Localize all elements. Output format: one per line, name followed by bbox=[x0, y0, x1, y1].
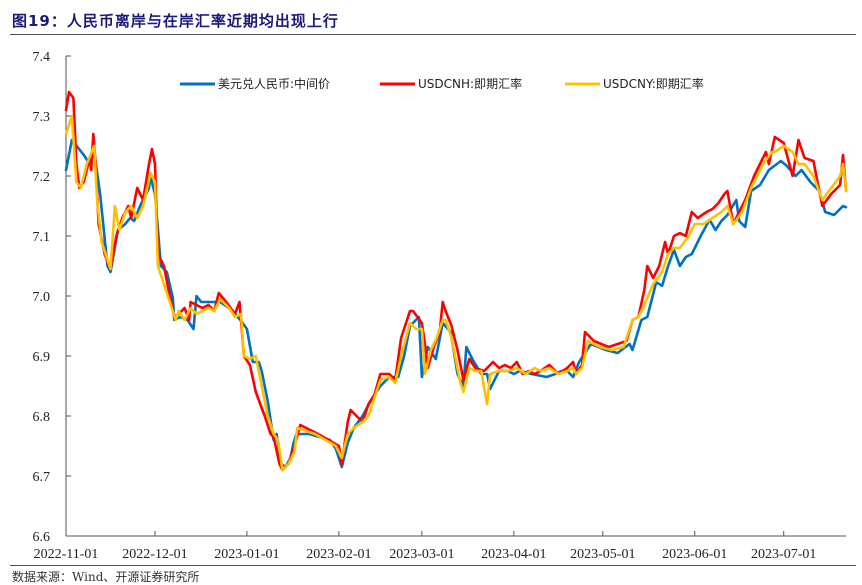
y-tick-label: 6.6 bbox=[33, 530, 51, 545]
y-tick-label: 6.8 bbox=[33, 410, 51, 425]
figure-title: 图19：人民币离岸与在岸汇率近期均出现上行 bbox=[12, 12, 339, 30]
series-lines bbox=[64, 90, 848, 472]
y-tick-label: 6.9 bbox=[33, 350, 51, 365]
x-tick-label: 2022-11-01 bbox=[34, 547, 99, 562]
x-tick-label: 2023-06-01 bbox=[662, 547, 727, 562]
legend: 美元兑人民币:中间价 USDCNH:即期汇率 USDCNY:即期汇率 bbox=[180, 76, 704, 91]
y-tick-label: 7.0 bbox=[33, 290, 51, 305]
data-source-note: 数据来源：Wind、开源证券研究所 bbox=[12, 570, 200, 584]
y-tick-label: 7.4 bbox=[33, 50, 51, 65]
legend-label-1: USDCNH:即期汇率 bbox=[418, 76, 522, 91]
source-divider bbox=[10, 565, 856, 566]
x-tick-label: 2023-07-01 bbox=[751, 547, 816, 562]
x-tick-label: 2023-03-01 bbox=[389, 547, 454, 562]
y-tick-label: 7.3 bbox=[33, 110, 51, 125]
x-tick-label: 2022-12-01 bbox=[122, 547, 187, 562]
x-tick-label: 2023-02-01 bbox=[306, 547, 371, 562]
series-line-2 bbox=[64, 114, 848, 472]
axes: 6.6 6.7 6.8 6.9 7.0 7.1 7.2 7.3 7.4 2022-11-01 202… bbox=[33, 50, 846, 562]
x-tick-label: 2023-05-01 bbox=[570, 547, 635, 562]
series-line-0 bbox=[64, 138, 848, 469]
legend-label-2: USDCNY:即期汇率 bbox=[603, 76, 704, 91]
y-tick-label: 6.7 bbox=[33, 470, 51, 485]
series-line-1 bbox=[64, 90, 848, 472]
x-tick-label: 2023-04-01 bbox=[481, 547, 546, 562]
x-tick-label: 2023-01-01 bbox=[214, 547, 279, 562]
y-tick-label: 7.2 bbox=[33, 170, 51, 185]
y-tick-label: 7.1 bbox=[33, 230, 51, 245]
title-divider bbox=[10, 34, 856, 35]
legend-label-0: 美元兑人民币:中间价 bbox=[218, 76, 330, 91]
